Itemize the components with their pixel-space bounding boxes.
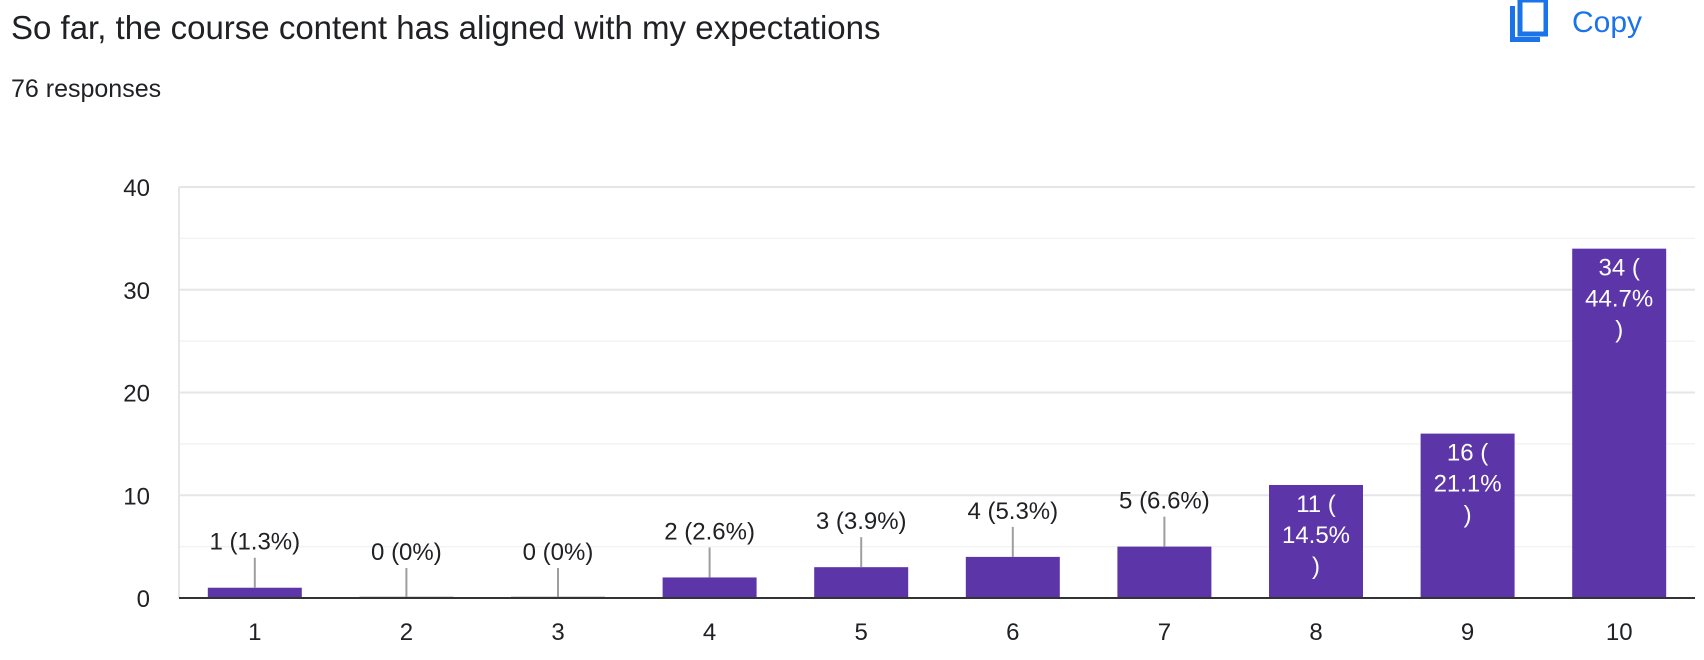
data-label: 1 (1.3%) xyxy=(209,529,300,556)
x-tick-label: 1 xyxy=(248,619,261,646)
copy-button-label: Copy xyxy=(1572,6,1643,39)
bar xyxy=(207,587,302,598)
copy-icon xyxy=(1510,0,1548,42)
bar xyxy=(1572,248,1667,598)
x-tick-label: 7 xyxy=(1158,619,1171,646)
data-label: 34 (44.7%) xyxy=(1585,255,1653,344)
bar xyxy=(1269,484,1363,598)
x-tick-label: 3 xyxy=(551,619,564,646)
bar xyxy=(965,556,1060,598)
copy-button[interactable]: Copy xyxy=(1508,0,1642,46)
y-tick-label: 30 xyxy=(123,278,150,305)
bar xyxy=(662,577,757,598)
x-tick-label: 10 xyxy=(1606,619,1633,646)
x-tick-label: 8 xyxy=(1309,619,1322,646)
x-tick-label: 2 xyxy=(400,619,413,646)
data-label: 16 (21.1%) xyxy=(1434,440,1502,529)
x-tick-label: 5 xyxy=(855,619,868,646)
data-label: 2 (2.6%) xyxy=(664,518,755,545)
x-tick-label: 4 xyxy=(703,619,716,646)
data-label: 5 (6.6%) xyxy=(1119,488,1210,515)
y-tick-label: 0 xyxy=(137,586,150,613)
data-label: 3 (3.9%) xyxy=(816,508,907,535)
y-tick-label: 20 xyxy=(123,381,150,408)
y-tick-label: 10 xyxy=(123,483,150,510)
chart-title: So far, the course content has aligned w… xyxy=(11,9,881,46)
data-label: 4 (5.3%) xyxy=(967,498,1058,525)
data-label: 0 (0%) xyxy=(523,539,594,566)
data-label: 0 (0%) xyxy=(371,539,442,566)
bar xyxy=(1420,433,1515,598)
x-tick-label: 6 xyxy=(1006,619,1019,646)
data-label: 11 (14.5%) xyxy=(1282,491,1350,580)
y-tick-label: 40 xyxy=(123,175,150,202)
bar xyxy=(1117,546,1212,598)
bar xyxy=(814,567,909,598)
x-tick-label: 9 xyxy=(1461,619,1474,646)
response-count: 76 responses xyxy=(11,75,162,103)
